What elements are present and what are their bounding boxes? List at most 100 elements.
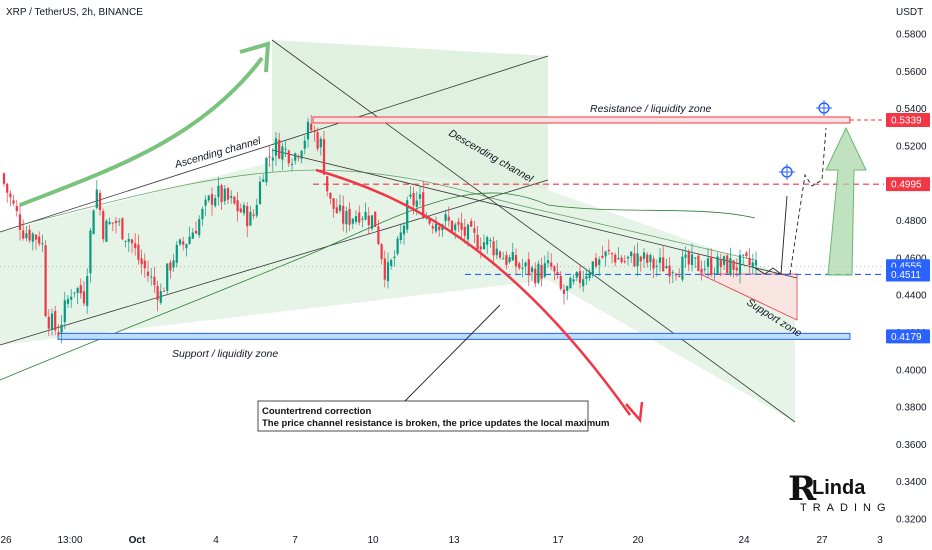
candle-body xyxy=(322,139,326,175)
x-tick-label: 7 xyxy=(292,535,298,546)
price-tag xyxy=(886,177,930,192)
price-tag xyxy=(886,112,930,127)
candle-body xyxy=(668,265,671,277)
y-tick-label: 0.3400 xyxy=(896,477,927,488)
candle-body xyxy=(524,262,527,267)
candle-body xyxy=(281,146,284,160)
y-tick-label: 0.4600 xyxy=(896,253,927,264)
candle-body xyxy=(690,254,694,266)
x-tick-label: 26 xyxy=(0,535,12,546)
candle-body xyxy=(482,242,486,250)
candle-body xyxy=(361,218,364,220)
candle-body xyxy=(127,239,130,242)
candle-body xyxy=(364,211,367,220)
y-tick-label: 0.4000 xyxy=(896,365,927,376)
candle-body xyxy=(489,239,492,241)
candle-body xyxy=(44,245,47,317)
candle-body xyxy=(684,254,687,258)
candle-body xyxy=(550,262,553,267)
candle-body xyxy=(582,279,585,287)
candle-body xyxy=(130,239,134,244)
candle-body xyxy=(380,244,383,259)
candle-body xyxy=(466,224,470,240)
candle-body xyxy=(447,216,450,221)
symbol-title[interactable]: XRP / TetherUS, 2h, BINANCE xyxy=(6,7,143,18)
candle-body xyxy=(534,268,537,284)
candle-body xyxy=(34,234,38,240)
y-tick-label: 0.5400 xyxy=(896,104,927,115)
support-zone-label: Support / liquidity zone xyxy=(172,348,278,360)
candle-body xyxy=(614,254,617,263)
candle-body xyxy=(319,138,322,148)
candle-body xyxy=(556,272,559,275)
callout-text: The price channel resistance is broken, … xyxy=(262,418,609,429)
candle-body xyxy=(591,261,594,276)
y-tick-label: 0.4800 xyxy=(896,216,927,227)
candle-body xyxy=(242,204,246,214)
candle-body xyxy=(18,214,22,230)
arrow-head xyxy=(239,41,271,73)
candle-body xyxy=(105,220,108,242)
candle-body xyxy=(22,230,25,239)
candle-body xyxy=(25,233,28,239)
candle-body xyxy=(473,228,476,233)
candle-body xyxy=(585,276,588,279)
candle-body xyxy=(79,285,82,294)
candle-body xyxy=(498,251,502,258)
candle-body xyxy=(748,257,751,266)
resistance-zone-band xyxy=(312,116,851,124)
candle-body xyxy=(92,210,95,235)
candle-body xyxy=(255,205,258,216)
y-axis[interactable]: 0.58000.56000.54000.52000.50000.48000.46… xyxy=(896,30,927,526)
candle-body xyxy=(86,276,89,307)
candle-body xyxy=(54,311,57,331)
candle-body xyxy=(463,226,466,236)
candle-body xyxy=(710,256,713,275)
candle-body xyxy=(521,267,524,269)
candle-body xyxy=(566,285,569,291)
candle-body xyxy=(185,244,188,249)
candle-body xyxy=(642,252,646,259)
candle-body xyxy=(732,260,735,270)
candle-body xyxy=(742,254,745,256)
candle-body xyxy=(674,274,678,276)
candle-body xyxy=(156,285,159,301)
candle-body xyxy=(313,130,316,133)
candle-body xyxy=(402,225,406,235)
ascending-curve-arrow xyxy=(19,56,264,207)
candle-body xyxy=(73,292,76,294)
candle-body xyxy=(118,221,121,223)
candle-body xyxy=(287,150,290,164)
candle-body xyxy=(578,271,582,283)
candle-body xyxy=(450,220,454,232)
descending-channel-bottom xyxy=(271,39,796,423)
candle-body xyxy=(575,272,578,278)
x-axis[interactable]: 26 13:00 Oct 4 7 10 13 17 20 24 27 3 xyxy=(0,535,883,546)
candle-body xyxy=(95,189,98,208)
price-tag-label: 0.4555 xyxy=(891,262,922,273)
candle-body xyxy=(303,140,306,149)
candle-body xyxy=(146,271,150,276)
candle-body xyxy=(681,256,684,280)
linda-trading-logo: R Linda TRADING xyxy=(788,469,886,514)
candle-body xyxy=(82,291,86,304)
candle-body xyxy=(217,185,220,198)
candle-body xyxy=(226,188,230,200)
candle-body xyxy=(671,272,674,274)
candle-body xyxy=(639,256,642,262)
candle-body xyxy=(518,263,521,269)
candle-body xyxy=(505,255,508,265)
candle-body xyxy=(652,258,655,269)
candle-body xyxy=(169,262,172,271)
price-tag xyxy=(886,329,930,344)
candle-body xyxy=(620,257,623,263)
candle-body xyxy=(182,241,185,245)
candle-body xyxy=(342,205,345,224)
candle-body xyxy=(150,276,153,278)
candle-body xyxy=(329,192,332,199)
arrows xyxy=(19,41,867,423)
candle-body xyxy=(412,193,415,206)
candle-body xyxy=(214,198,217,206)
